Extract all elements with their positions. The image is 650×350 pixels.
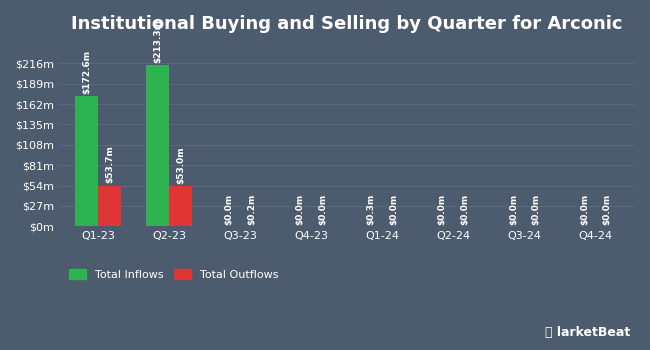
Text: ⼏ larketBeat: ⼏ larketBeat [545,327,630,340]
Legend: Total Inflows, Total Outflows: Total Inflows, Total Outflows [64,265,283,285]
Text: $53.7m: $53.7m [105,146,114,183]
Text: $0.0m: $0.0m [389,194,398,225]
Text: $0.0m: $0.0m [461,194,469,225]
Text: $0.2m: $0.2m [247,193,256,225]
Text: $0.0m: $0.0m [318,194,328,225]
Text: $53.0m: $53.0m [176,146,185,184]
Bar [98,186,121,226]
Text: $213.3m: $213.3m [153,19,162,63]
Text: $0.0m: $0.0m [296,194,305,225]
Text: $0.0m: $0.0m [438,194,447,225]
Title: Institutional Buying and Selling by Quarter for Arconic: Institutional Buying and Selling by Quar… [72,15,623,33]
Text: $172.6m: $172.6m [82,50,91,94]
Text: $0.0m: $0.0m [603,194,612,225]
Bar [169,186,192,226]
Text: $0.3m: $0.3m [367,193,376,225]
Bar [75,96,98,226]
Text: $0.0m: $0.0m [509,194,518,225]
Bar [146,65,169,226]
Text: $0.0m: $0.0m [580,194,589,225]
Text: $0.0m: $0.0m [224,194,233,225]
Text: $0.0m: $0.0m [532,194,541,225]
